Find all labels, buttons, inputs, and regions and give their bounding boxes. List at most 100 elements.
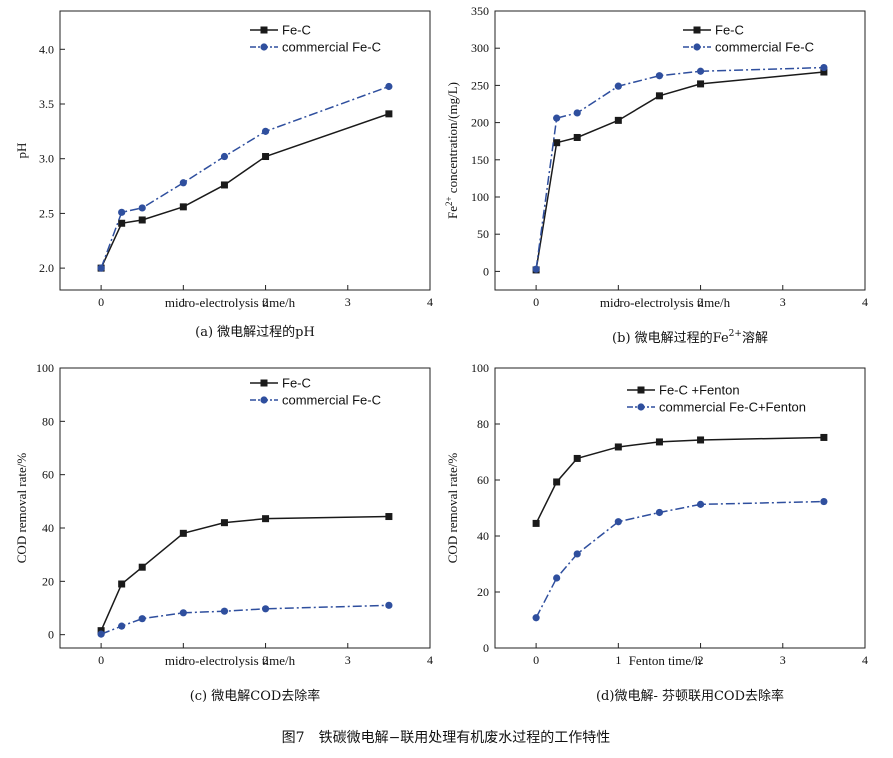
subplot-caption: (c) 微电解COD去除率 [190, 688, 321, 704]
legend: Fe-C commercial Fe-C [250, 23, 381, 55]
y-axis-label: Fe2+ concentration/(mg/L) [444, 82, 460, 219]
legend-marker [693, 43, 701, 51]
legend-label: commercial Fe-C [282, 393, 381, 408]
x-tick-label: 0 [98, 295, 104, 309]
series-line-commercial [535, 500, 824, 619]
y-tick-label: 300 [471, 41, 489, 55]
data-point [220, 181, 228, 189]
data-point [655, 92, 663, 100]
data-point [553, 114, 561, 122]
plot-frame [494, 367, 866, 649]
legend-marker [260, 379, 268, 387]
data-point [655, 72, 664, 80]
data-point [573, 454, 581, 462]
legend-marker [637, 386, 645, 394]
legend-marker [260, 26, 268, 34]
data-point [97, 630, 105, 638]
data-point [385, 110, 393, 118]
data-point [655, 508, 664, 517]
legend-marker [260, 43, 268, 51]
data-point [179, 609, 187, 617]
x-axis-label: micro-electrolysis time/h [165, 653, 296, 668]
y-axis-label: COD removal rate/% [445, 453, 460, 564]
y-tick-label: 40 [42, 521, 54, 535]
data-point [573, 550, 581, 558]
y-tick-label: 2.0 [39, 261, 54, 275]
y-tick-label: 150 [471, 153, 489, 167]
x-axis-label: micro-electrolysis time/h [600, 295, 731, 310]
legend-marker [693, 26, 701, 34]
x-tick-label: 4 [427, 295, 433, 309]
chart-a: 0 1 2 3 4 2.0 2.5 3.0 3.5 4.0 micro-electrolysis t… [14, 10, 433, 340]
data-point [553, 478, 561, 486]
data-point [118, 622, 126, 630]
x-tick-label: 1 [180, 653, 186, 667]
data-point [573, 109, 581, 117]
data-point [220, 519, 228, 527]
data-point [97, 264, 105, 272]
x-tick-label: 4 [862, 295, 868, 309]
data-point [138, 563, 146, 571]
data-point [820, 63, 828, 72]
x-tick-label: 3 [780, 295, 786, 309]
legend-label: Fe-C [282, 376, 311, 391]
data-point [532, 265, 540, 273]
x-tick-label: 4 [427, 653, 433, 667]
data-point [261, 605, 270, 613]
series-line-commercial [535, 66, 824, 270]
plot-frame [494, 10, 866, 291]
legend-label: Fe-C +Fenton [659, 383, 740, 398]
series-line-fe-c [100, 113, 390, 269]
plot-frame [59, 10, 431, 291]
x-tick-label: 0 [98, 653, 104, 667]
y-tick-label: 100 [471, 361, 489, 375]
legend: Fe-C commercial Fe-C [250, 376, 381, 408]
data-point [179, 203, 187, 211]
data-point [118, 208, 126, 216]
y-tick-label: 20 [42, 574, 54, 588]
data-point [820, 433, 828, 441]
legend-marker [260, 396, 268, 404]
legend-label: commercial Fe-C+Fenton [659, 400, 806, 415]
data-point [385, 513, 393, 521]
data-point [697, 80, 705, 88]
plot-frame [59, 367, 431, 649]
data-point [138, 216, 146, 224]
x-tick-label: 3 [345, 653, 351, 667]
y-axis-label: COD removal rate/% [14, 453, 29, 564]
x-tick-label: 0 [533, 653, 539, 667]
y-tick-label: 350 [471, 4, 489, 18]
legend-label: Fe-C [715, 23, 744, 38]
x-tick-label: 2 [698, 653, 704, 667]
series-line-fe-c [535, 436, 824, 524]
subplot-caption: (a) 微电解过程的pH [195, 324, 315, 340]
y-tick-label: 3.5 [39, 97, 54, 111]
data-point [385, 82, 393, 91]
y-tick-label: 50 [477, 227, 489, 241]
data-point [118, 580, 126, 588]
data-point [696, 67, 705, 75]
data-point [614, 82, 622, 90]
legend-label: Fe-C [282, 23, 311, 38]
y-tick-label: 250 [471, 78, 489, 92]
data-point [385, 601, 393, 609]
y-tick-label: 60 [42, 468, 54, 482]
data-point [532, 614, 540, 622]
data-point [118, 219, 126, 227]
x-tick-label: 2 [263, 653, 269, 667]
y-tick-label: 20 [477, 585, 489, 599]
x-tick-label: 1 [180, 295, 186, 309]
y-tick-label: 80 [477, 417, 489, 431]
y-tick-label: 40 [477, 529, 489, 543]
series-line-commercial [100, 85, 390, 269]
y-tick-label: 80 [42, 414, 54, 428]
data-point [820, 497, 828, 506]
data-point [655, 438, 663, 446]
y-tick-label: 60 [477, 473, 489, 487]
y-tick-label: 0 [483, 264, 489, 278]
legend-label: commercial Fe-C [715, 40, 814, 55]
data-point [532, 519, 540, 527]
x-tick-label: 1 [615, 295, 621, 309]
